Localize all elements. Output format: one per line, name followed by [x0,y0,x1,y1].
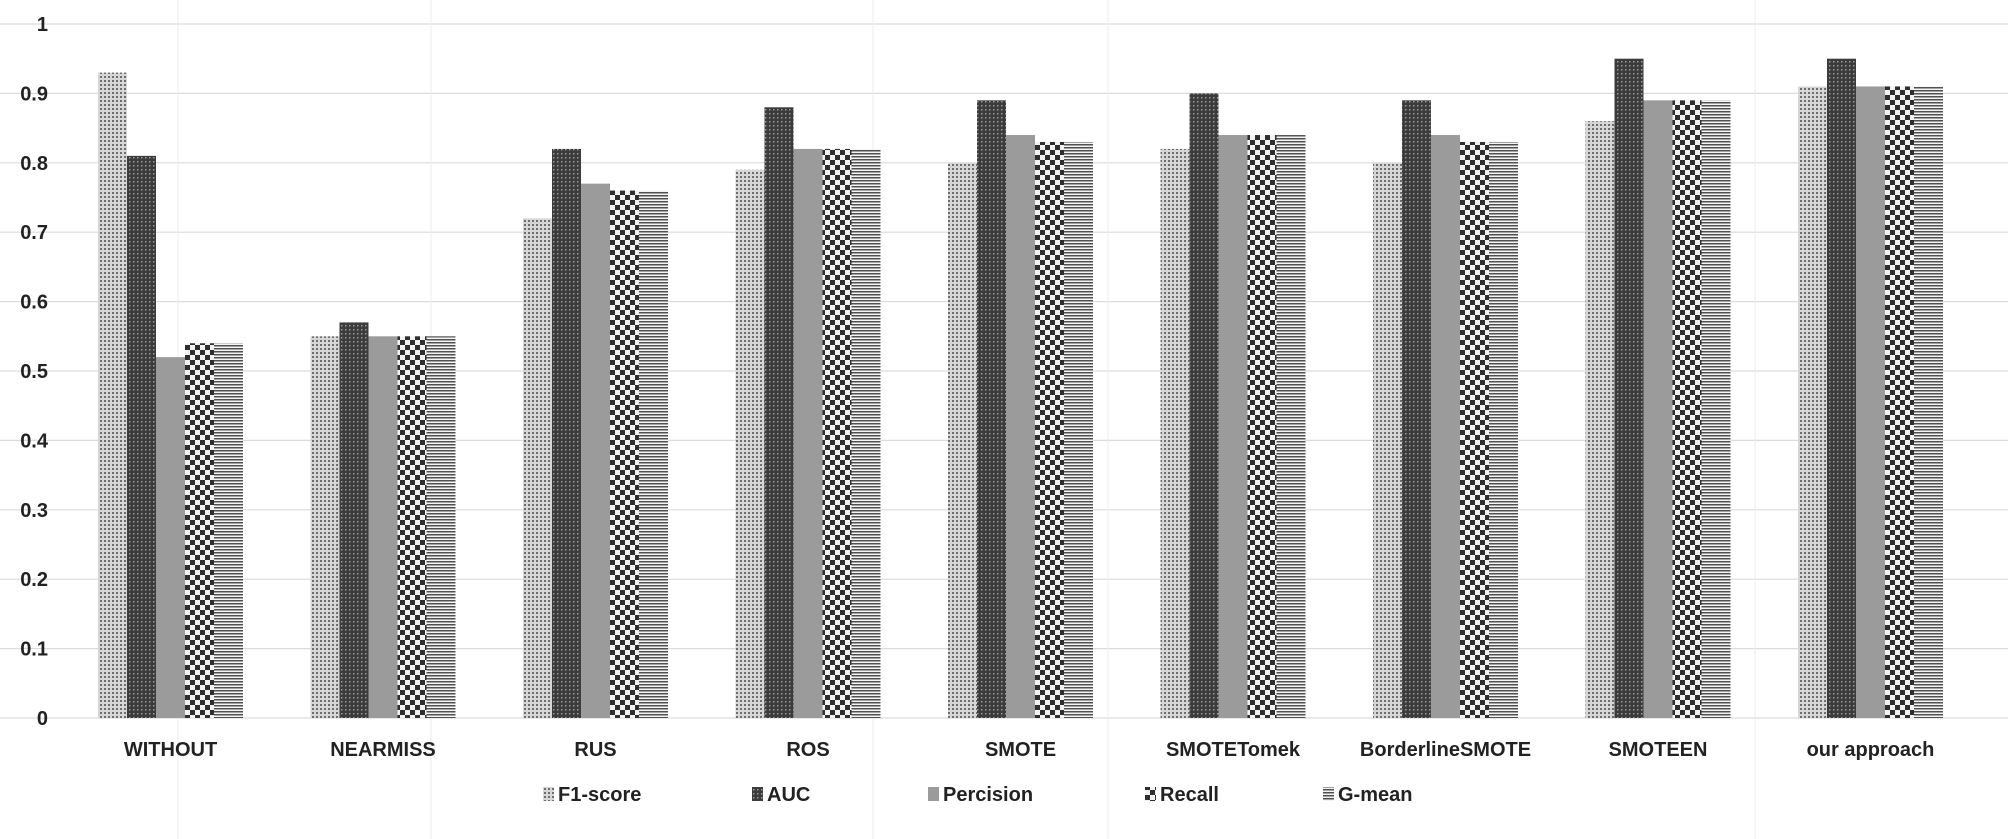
bar-recall-without [185,343,214,718]
y-axis-ticks: 0 0.1 0.2 0.3 0.4 0.5 0.6 0.7 0.8 0.9 1 [20,14,49,730]
legend-label: Percision [943,784,1033,806]
bar-f1-score-nearmiss [310,336,340,718]
bar-g-mean-smote [1064,141,1093,719]
bar-auc-nearmiss [339,322,369,718]
bar-g-mean-our-approach [1914,86,1943,718]
bar-f1-score-smoteen [1585,121,1615,718]
bar-f1-score-rus [523,218,552,718]
y-tick-label: 0.9 [20,83,48,105]
bar-auc-smotetomek [1189,93,1219,718]
bar-percision-nearmiss [368,336,398,718]
bar-g-mean-ros [851,148,881,719]
legend-label: Recall [1160,784,1219,806]
bar-recall-our-approach [1885,86,1914,718]
bar-percision-smote [1006,135,1035,719]
x-category-label: SMOTE [985,739,1056,761]
bar-percision-smotetomek [1218,135,1248,719]
y-tick-label: 1 [37,14,48,36]
bar-auc-without [127,155,156,719]
bar-g-mean-smoteen [1701,100,1731,719]
x-category-label: ROS [786,739,829,761]
y-tick-label: 0.3 [20,500,48,522]
x-category-label: WITHOUT [124,739,217,761]
bar-auc-smote [977,100,1006,719]
x-category-label: SMOTETomek [1166,739,1301,761]
bar-g-mean-smotetomek [1276,135,1306,719]
bar-auc-ros [764,107,794,718]
y-tick-label: 0.8 [20,153,48,175]
y-tick-label: 0 [37,708,48,730]
bar-auc-smoteen [1614,58,1644,718]
bar-f1-score-ros [735,169,765,719]
x-axis-categories: WITHOUT NEARMISS RUS ROS SMOTE SMOTETomek Bord… [124,739,1935,761]
bar-g-mean-nearmiss [426,336,456,718]
bar-recall-borderlinesmote [1460,141,1489,719]
bar-f1-score-without [98,72,127,718]
y-tick-label: 0.1 [20,639,48,661]
x-category-label: RUS [574,739,616,761]
bar-percision-ros [793,148,823,719]
legend-swatch [1145,787,1156,801]
y-tick-label: 0.7 [20,222,48,244]
bars [98,58,1943,719]
y-tick-label: 0.5 [20,361,48,383]
bar-percision-borderlinesmote [1431,135,1460,719]
legend-swatch [1323,787,1334,801]
y-tick-label: 0.6 [20,292,48,314]
legend-swatch [752,787,763,801]
bar-f1-score-borderlinesmote [1373,162,1402,719]
bar-recall-rus [610,190,639,718]
x-category-label: BorderlineSMOTE [1360,739,1531,761]
legend-label: G-mean [1338,784,1412,806]
bar-recall-smote [1035,141,1064,719]
legend-label: AUC [767,784,810,806]
bar-f1-score-our-approach [1798,86,1827,718]
bar-recall-smoteen [1672,100,1702,719]
x-category-label: our approach [1807,739,1935,761]
legend: F1-score AUC Percision Recall G-mean [543,784,1412,806]
x-category-label: SMOTEEN [1609,739,1708,761]
x-category-label: NEARMISS [330,739,436,761]
bar-percision-rus [581,183,610,718]
y-tick-label: 0.4 [20,430,49,452]
bar-f1-score-smotetomek [1160,148,1190,719]
bar-recall-nearmiss [397,336,427,718]
bar-auc-our-approach [1827,58,1856,718]
legend-label: F1-score [558,784,641,806]
legend-swatch [543,787,554,801]
bar-g-mean-rus [639,190,668,718]
bar-percision-without [156,357,185,718]
bar-g-mean-without [214,343,243,718]
legend-swatch [928,787,939,801]
bar-auc-rus [552,148,581,719]
bar-percision-our-approach [1856,86,1885,718]
bar-recall-ros [822,148,852,719]
y-tick-label: 0.2 [20,569,48,591]
bar-auc-borderlinesmote [1402,100,1431,719]
bar-percision-smoteen [1643,100,1673,719]
bar-g-mean-borderlinesmote [1489,141,1518,719]
bar-f1-score-smote [948,162,977,719]
bar-recall-smotetomek [1247,135,1277,719]
